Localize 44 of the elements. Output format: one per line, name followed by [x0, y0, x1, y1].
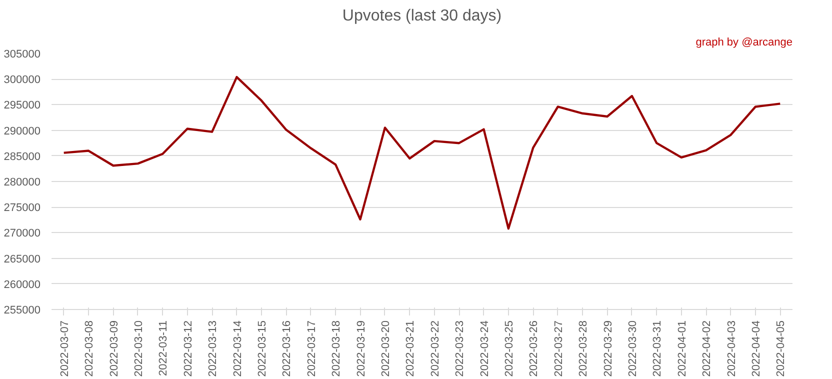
- x-tick-label: 2022-04-04: [750, 320, 762, 377]
- y-tick-label: 300000: [4, 74, 41, 86]
- x-tick-label: 2022-03-08: [84, 320, 96, 377]
- x-tick-label: 2022-03-17: [306, 320, 318, 377]
- x-tick-label: 2022-03-28: [578, 320, 590, 377]
- y-tick-label: 270000: [4, 228, 41, 240]
- x-tick-label: 2022-03-26: [528, 320, 540, 377]
- x-tick-label: 2022-04-02: [701, 320, 714, 377]
- x-tick-label: 2022-03-11: [158, 320, 170, 376]
- y-tick-label: 265000: [4, 253, 41, 266]
- y-tick-label: 280000: [4, 176, 41, 188]
- x-tick-label: 2022-03-21: [404, 320, 417, 377]
- x-tick-label: 2022-04-01: [676, 320, 688, 377]
- x-tick-label: 2022-04-03: [726, 320, 738, 377]
- x-tick-label: 2022-03-22: [429, 320, 442, 377]
- y-tick-label: 285000: [4, 150, 41, 163]
- line-series: [62, 76, 782, 230]
- x-tick-label: 2022-03-16: [281, 320, 294, 377]
- y-tick-label: 260000: [4, 278, 41, 291]
- y-tick-label: 295000: [4, 100, 41, 112]
- x-tick-label: 2022-03-12: [182, 320, 194, 377]
- y-tick-label: 290000: [4, 125, 41, 138]
- x-tick-label: 2022-03-07: [58, 320, 71, 377]
- x-tick-label: 2022-03-20: [380, 320, 392, 377]
- x-tick-label: 2022-03-15: [256, 320, 268, 377]
- y-tick-label: 305000: [4, 48, 41, 60]
- x-tick-label: 2022-03-13: [207, 320, 220, 377]
- x-tick-label: 2022-03-31: [652, 320, 664, 377]
- y-tick-label: 255000: [4, 304, 41, 316]
- x-tick-label: 2022-04-05: [775, 320, 788, 377]
- x-tick-label: 2022-03-30: [626, 320, 639, 377]
- x-tick-label: 2022-03-25: [503, 320, 516, 377]
- x-tick-label: 2022-03-27: [552, 320, 565, 377]
- x-tick-label: 2022-03-09: [108, 320, 120, 377]
- x-tick-label: 2022-03-29: [602, 320, 614, 377]
- x-tick-label: 2022-03-24: [478, 320, 491, 377]
- x-tick-label: 2022-03-19: [355, 320, 368, 377]
- x-tick-label: 2022-03-10: [132, 320, 145, 377]
- x-tick-label: 2022-03-23: [454, 320, 466, 377]
- chart-title: Upvotes (last 30 days): [342, 8, 502, 24]
- text: graph by @arcange: [696, 36, 793, 48]
- x-tick-label: 2022-03-14: [232, 320, 244, 377]
- y-tick-label: 275000: [4, 202, 41, 214]
- x-tick-label: 2022-03-18: [330, 320, 343, 377]
